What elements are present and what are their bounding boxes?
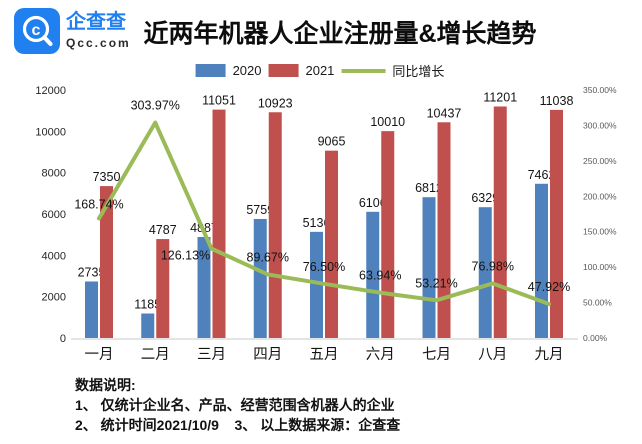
x-axis-month-label: 三月 — [197, 347, 226, 363]
legend-swatch-2021 — [268, 64, 299, 77]
logo-domain-text: Qcc.com — [66, 36, 131, 50]
growth-line — [97, 120, 551, 307]
bar-2020-三月 — [197, 237, 211, 338]
growth-percent-label: 168.74% — [74, 197, 123, 211]
left-axis-tick: 4000 — [42, 250, 66, 262]
right-axis-tick: 250.00% — [583, 156, 617, 166]
bar-2020-二月 — [141, 313, 155, 338]
growth-percent-label: 89.67% — [247, 250, 289, 264]
bar-2021-value-label: 11038 — [540, 94, 574, 108]
legend-label-2020: 2020 — [232, 63, 262, 78]
x-axis-month-label: 五月 — [310, 347, 339, 363]
bar-2020-value-label: 6106 — [359, 196, 387, 210]
left-axis-tick: 10000 — [35, 126, 66, 138]
growth-percent-label: 126.13% — [161, 249, 210, 263]
legend-line-growth — [341, 68, 386, 73]
bar-2020-六月 — [366, 211, 380, 338]
bar-2020-八月 — [478, 207, 492, 338]
growth-percent-label: 76.50% — [303, 260, 345, 274]
data-notes-heading: 数据说明: — [75, 377, 136, 393]
right-axis-tick: 200.00% — [583, 191, 617, 201]
bar-2021-六月 — [381, 131, 395, 338]
bar-2021-value-label: 10437 — [427, 106, 462, 120]
bar-2021-value-label: 7350 — [93, 170, 121, 184]
x-axis-month-label: 一月 — [85, 347, 114, 363]
bar-2021-九月 — [550, 109, 563, 338]
bar-2020-四月 — [253, 218, 267, 338]
legend-label-2021: 2021 — [305, 63, 335, 78]
right-axis-tick: 100.00% — [583, 262, 617, 272]
left-axis-tick: 8000 — [42, 168, 66, 180]
right-axis-tick: 0.00% — [583, 333, 608, 343]
bar-2021-value-label: 9065 — [318, 135, 346, 149]
bar-2020-value-label: 7462 — [528, 168, 556, 182]
svg-text:c: c — [32, 22, 41, 39]
right-axis-tick: 50.00% — [583, 298, 612, 308]
bar-2021-二月 — [156, 239, 170, 338]
bar-2021-value-label: 11201 — [483, 91, 517, 105]
right-axis-tick: 350.00% — [583, 85, 617, 95]
page-title: 近两年机器人企业注册量&增长趋势 — [143, 20, 537, 48]
data-notes-line-1: 1、 仅统计企业名、产品、经营范围含机器人的企业 — [75, 397, 395, 413]
qcc-logo-icon: c — [14, 8, 60, 54]
bar-2021-value-label: 10010 — [370, 115, 405, 129]
bar-2021-七月 — [437, 122, 451, 338]
growth-percent-label: 76.98% — [472, 259, 514, 273]
left-axis-tick: 2000 — [42, 292, 66, 304]
growth-percent-label: 47.92% — [528, 280, 570, 294]
left-axis-tick: 12000 — [35, 85, 66, 97]
bar-2020-九月 — [535, 183, 548, 338]
legend-swatch-2020 — [195, 64, 226, 77]
left-axis-tick: 6000 — [42, 209, 66, 221]
x-axis-month-label: 四月 — [253, 347, 282, 363]
bar-2021-value-label: 4787 — [149, 223, 177, 237]
bar-2021-一月 — [100, 186, 113, 338]
left-axis-tick: 0 — [60, 333, 66, 345]
bar-2020-value-label: 6812 — [415, 181, 443, 195]
growth-percent-label: 63.94% — [359, 269, 401, 283]
right-axis-tick: 150.00% — [583, 227, 617, 237]
bar-2021-四月 — [268, 112, 282, 339]
bar-2020-五月 — [310, 231, 323, 338]
bar-2020-value-label: 5759 — [246, 203, 274, 217]
x-axis-month-label: 九月 — [535, 346, 564, 363]
growth-percent-label: 303.97% — [131, 99, 180, 113]
bar-2020-value-label: 6329 — [471, 191, 499, 205]
bar-2021-五月 — [325, 150, 338, 338]
qcc-logo: c 企查查 Qcc.com — [14, 8, 131, 54]
growth-percent-label: 53.21% — [415, 276, 457, 290]
bar-2020-value-label: 1185 — [134, 298, 161, 312]
bar-2021-八月 — [493, 106, 507, 338]
bar-2020-value-label: 5136 — [303, 216, 331, 230]
chart-legend: 2020 2021 同比增长 — [195, 61, 445, 80]
logo-brand-text: 企查查 — [66, 11, 126, 33]
bar-2020-value-label: 2735 — [78, 265, 106, 279]
bar-2021-value-label: 10923 — [258, 96, 293, 110]
legend-label-growth: 同比增长 — [392, 64, 445, 79]
x-axis-month-label: 七月 — [422, 346, 451, 363]
bar-2020-七月 — [422, 197, 436, 338]
x-axis-month-label: 六月 — [366, 346, 395, 363]
data-notes: 数据说明: 1、 仅统计企业名、产品、经营范围含机器人的企业 2、 统计时间20… — [75, 375, 400, 435]
bar-2021-三月 — [212, 109, 226, 338]
bar-2021-value-label: 11051 — [202, 94, 236, 108]
registration-growth-chart: 0 2000 4000 6000 8000 10000 12000 0.00% 50.00% 10… — [35, 85, 617, 363]
right-axis-tick: 300.00% — [583, 120, 617, 130]
x-axis-month-label: 八月 — [478, 347, 507, 363]
x-axis-month-label: 二月 — [141, 347, 170, 363]
data-notes-line-2: 2、 统计时间2021/10/9 3、 以上数据来源：企查查 — [75, 417, 401, 433]
bar-2020-一月 — [85, 281, 98, 338]
